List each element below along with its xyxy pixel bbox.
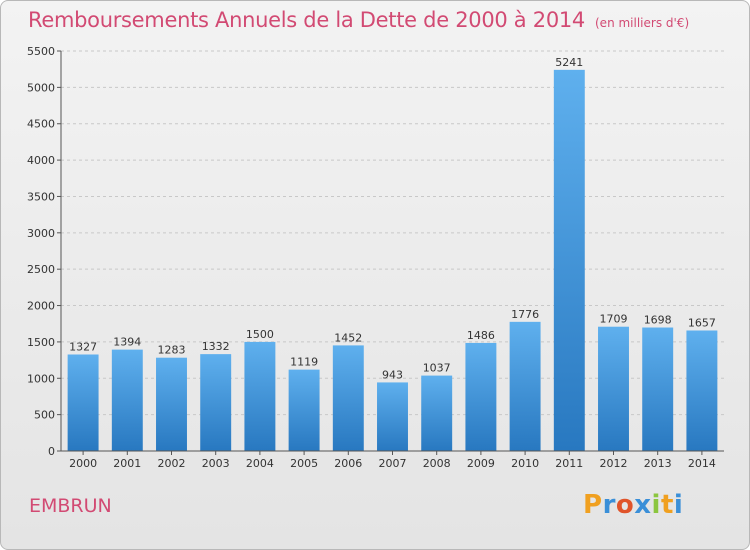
bar-2006	[332, 345, 364, 451]
bar-2003	[200, 354, 232, 451]
x-tick-label-2014: 2014	[688, 457, 716, 470]
y-tick-label: 0	[48, 445, 55, 458]
chart-title-text: Remboursements Annuels de la Dette de 20…	[28, 8, 585, 32]
logo-letter: P	[583, 490, 603, 520]
x-tick-label-2005: 2005	[290, 457, 318, 470]
bar-2009	[465, 342, 497, 451]
data-label-2009: 1486	[467, 329, 495, 342]
data-label-2004: 1500	[246, 328, 274, 341]
y-tick-label: 4000	[27, 154, 55, 167]
x-tick-label-2003: 2003	[202, 457, 230, 470]
data-label-2010: 1776	[511, 308, 539, 321]
data-label-2012: 1709	[600, 313, 628, 326]
logo-letter: i	[651, 490, 661, 520]
data-label-2006: 1452	[334, 331, 362, 344]
bar-2000	[67, 354, 99, 451]
data-label-2002: 1283	[158, 344, 186, 357]
x-tick-label-2000: 2000	[69, 457, 97, 470]
data-label-2008: 1037	[423, 362, 451, 375]
x-tick-label-2012: 2012	[600, 457, 628, 470]
data-label-2001: 1394	[113, 336, 141, 349]
y-tick-label: 5500	[27, 45, 55, 58]
y-tick-label: 2000	[27, 300, 55, 313]
data-label-2013: 1698	[644, 314, 672, 327]
bar-2011	[553, 69, 585, 451]
y-tick-label: 4500	[27, 118, 55, 131]
chart-subtitle: (en milliers d'€)	[595, 16, 690, 30]
x-tick-label-2007: 2007	[379, 457, 407, 470]
bar-2008	[421, 375, 453, 451]
data-labels: 1327 1394 1283 1332 1500 1119 1452 943 1037 1486 1…	[69, 56, 716, 382]
data-label-2007: 943	[382, 368, 403, 381]
bar-2002	[156, 357, 187, 451]
y-tick-label: 3500	[27, 190, 55, 203]
x-tick-label-2011: 2011	[555, 457, 583, 470]
x-tick-label-2006: 2006	[334, 457, 362, 470]
bar-2005	[288, 369, 320, 451]
logo-letter: t	[660, 490, 674, 520]
bar-2014	[686, 330, 718, 451]
proxiti-logo: Proxiti	[583, 490, 683, 520]
data-label-2003: 1332	[202, 340, 230, 353]
x-tick-label-2001: 2001	[113, 457, 141, 470]
chart-title: Remboursements Annuels de la Dette de 20…	[28, 8, 689, 32]
axes: 0 500 1000 1500 2000 2500 3000 3500 4000 4500 5000…	[27, 45, 724, 470]
bar-2013	[642, 327, 674, 451]
bar-2010	[509, 321, 541, 451]
data-label-2000: 1327	[69, 340, 97, 353]
bar-2012	[598, 326, 629, 451]
x-tick-label-2009: 2009	[467, 457, 495, 470]
bar-2001	[111, 349, 143, 451]
y-tick-label: 2500	[27, 263, 55, 276]
data-label-2005: 1119	[290, 356, 318, 369]
y-tick-label: 5000	[27, 81, 55, 94]
x-tick-label-2010: 2010	[511, 457, 539, 470]
x-tick-label-2008: 2008	[423, 457, 451, 470]
y-tick-label: 500	[34, 409, 55, 422]
x-tick-label-2002: 2002	[158, 457, 186, 470]
y-tick-label: 3000	[27, 227, 55, 240]
location-name: EMBRUN	[29, 495, 112, 517]
bar-2004	[244, 341, 276, 451]
data-label-2011: 5241	[555, 56, 583, 69]
y-tick-label: 1000	[27, 372, 55, 385]
x-tick-label-2004: 2004	[246, 457, 274, 470]
bars	[67, 69, 718, 451]
logo-letter: o	[615, 490, 635, 520]
x-tick-label-2013: 2013	[644, 457, 672, 470]
bar-2007	[377, 382, 408, 451]
logo-letter: i	[673, 490, 684, 520]
logo-letter: r	[602, 490, 616, 520]
data-label-2014: 1657	[688, 316, 716, 329]
logo-letter: x	[634, 490, 652, 520]
y-tick-label: 1500	[27, 336, 55, 349]
